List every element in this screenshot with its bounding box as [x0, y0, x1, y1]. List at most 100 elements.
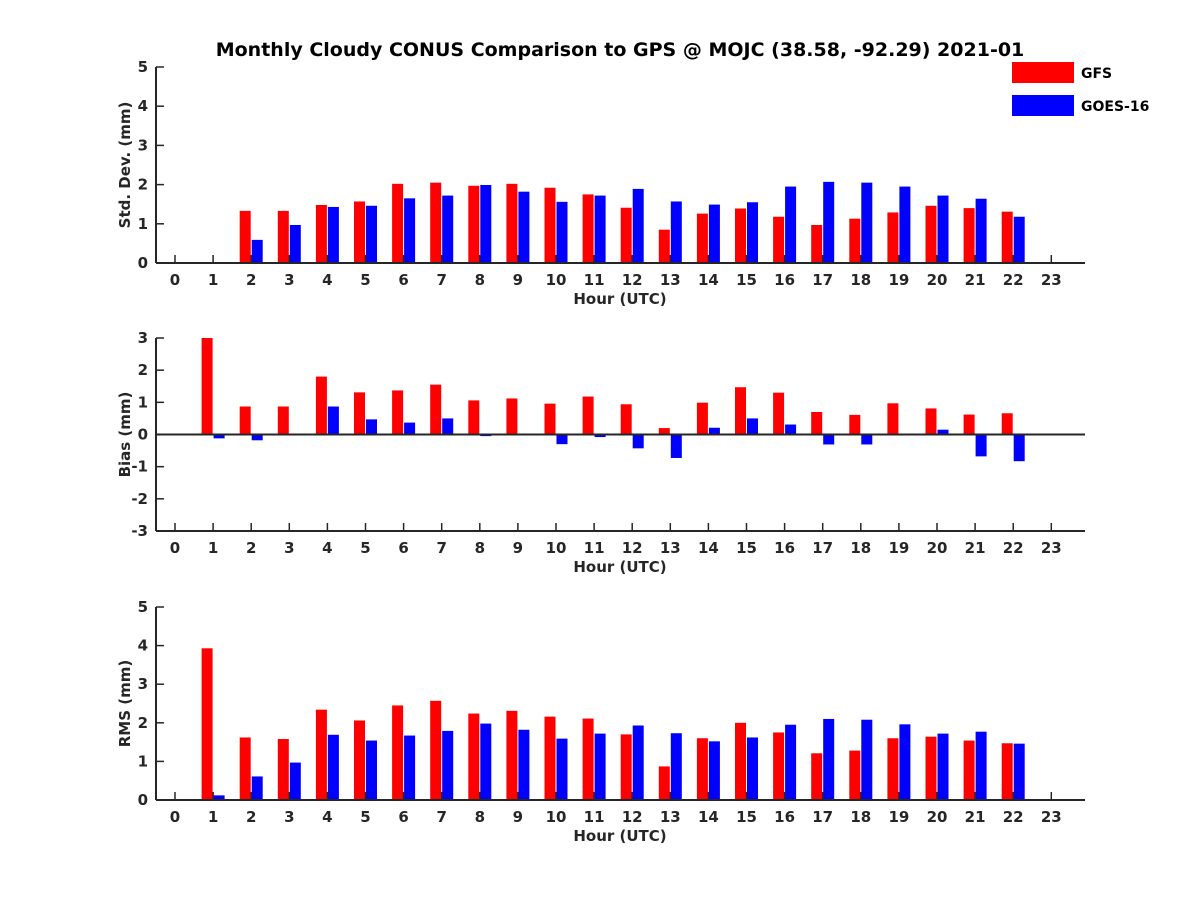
bar-gfs-rms-hour-6 — [392, 705, 404, 800]
x-tick-label-bias: 13 — [660, 539, 681, 557]
y-axis-title-stddev: Std. Dev. (mm) — [116, 102, 134, 229]
x-tick-label-bias: 23 — [1041, 539, 1062, 557]
x-tick-label-bias: 8 — [475, 539, 485, 557]
y-tick-label-bias: 3 — [138, 329, 148, 347]
x-tick-label-rms: 5 — [360, 808, 370, 826]
x-tick-label-rms: 6 — [398, 808, 408, 826]
bar-gfs-bias-hour-12 — [620, 404, 632, 435]
bar-goes16-stddev-hour-8 — [480, 184, 492, 263]
bar-goes16-stddev-hour-18 — [861, 182, 873, 263]
bar-gfs-rms-hour-17 — [811, 753, 823, 800]
bar-gfs-stddev-hour-7 — [430, 182, 442, 263]
x-tick-label-rms: 15 — [736, 808, 757, 826]
y-tick-label-bias: 2 — [138, 361, 148, 379]
bar-goes16-bias-hour-10 — [556, 434, 568, 445]
bar-goes16-bias-hour-7 — [442, 418, 454, 435]
x-tick-label-rms: 4 — [322, 808, 332, 826]
x-tick-label-bias: 0 — [170, 539, 180, 557]
x-tick-label-rms: 14 — [698, 808, 719, 826]
bar-goes16-rms-hour-8 — [480, 723, 492, 800]
x-tick-label-stddev: 13 — [660, 271, 681, 289]
bar-gfs-stddev-hour-9 — [506, 183, 518, 263]
y-tick-label-rms: 2 — [138, 714, 148, 732]
x-tick-label-stddev: 4 — [322, 271, 332, 289]
x-tick-label-rms: 13 — [660, 808, 681, 826]
bar-gfs-bias-hour-21 — [963, 414, 975, 435]
bar-gfs-stddev-hour-10 — [544, 187, 556, 263]
x-tick-label-bias: 10 — [546, 539, 567, 557]
bar-gfs-bias-hour-22 — [1001, 413, 1013, 435]
bar-gfs-rms-hour-8 — [468, 713, 480, 800]
x-tick-label-bias: 12 — [622, 539, 643, 557]
x-tick-label-bias: 2 — [246, 539, 256, 557]
bar-goes16-rms-hour-1 — [213, 795, 225, 800]
bar-goes16-stddev-hour-20 — [937, 195, 949, 263]
bar-goes16-bias-hour-1 — [213, 434, 225, 439]
y-tick-label-stddev: 5 — [138, 58, 148, 76]
bar-gfs-rms-hour-2 — [239, 737, 251, 800]
bar-goes16-rms-hour-22 — [1013, 743, 1025, 800]
bar-goes16-rms-hour-6 — [404, 735, 416, 800]
bar-goes16-rms-hour-13 — [670, 733, 682, 800]
y-axis-title-rms: RMS (mm) — [116, 660, 134, 747]
bar-goes16-rms-hour-4 — [327, 734, 339, 800]
bar-goes16-stddev-hour-3 — [289, 224, 301, 263]
bar-gfs-bias-hour-14 — [696, 402, 708, 435]
bar-goes16-stddev-hour-12 — [632, 188, 644, 263]
bar-gfs-bias-hour-8 — [468, 400, 480, 435]
x-tick-label-bias: 6 — [398, 539, 408, 557]
bar-goes16-bias-hour-20 — [937, 429, 949, 435]
x-tick-label-rms: 10 — [546, 808, 567, 826]
bar-gfs-rms-hour-20 — [925, 736, 937, 800]
bar-gfs-stddev-hour-12 — [620, 207, 632, 263]
bar-goes16-rms-hour-9 — [518, 729, 530, 800]
bar-gfs-stddev-hour-6 — [392, 183, 404, 263]
bar-gfs-bias-hour-20 — [925, 408, 937, 435]
bar-goes16-rms-hour-12 — [632, 725, 644, 800]
x-tick-label-rms: 3 — [284, 808, 294, 826]
bar-gfs-bias-hour-19 — [887, 403, 899, 435]
bar-gfs-stddev-hour-20 — [925, 205, 937, 263]
x-tick-label-rms: 16 — [774, 808, 795, 826]
bar-gfs-stddev-hour-19 — [887, 212, 899, 263]
x-tick-label-stddev: 12 — [622, 271, 643, 289]
bar-gfs-bias-hour-9 — [506, 398, 518, 435]
bar-gfs-bias-hour-15 — [735, 387, 746, 435]
bar-gfs-stddev-hour-8 — [468, 185, 480, 263]
x-tick-label-rms: 11 — [584, 808, 605, 826]
y-tick-label-bias: 0 — [138, 426, 148, 444]
bar-goes16-bias-hour-15 — [747, 418, 758, 435]
bar-gfs-stddev-hour-11 — [582, 194, 594, 263]
bar-goes16-stddev-hour-17 — [823, 181, 835, 263]
bar-gfs-bias-hour-3 — [277, 406, 289, 435]
y-axis-title-bias: Bias (mm) — [116, 392, 134, 478]
x-tick-label-stddev: 3 — [284, 271, 294, 289]
y-tick-label-bias: -3 — [131, 522, 148, 540]
bar-goes16-bias-hour-22 — [1013, 434, 1025, 462]
x-axis-title-stddev: Hour (UTC) — [573, 290, 666, 308]
x-tick-label-stddev: 21 — [965, 271, 986, 289]
bar-goes16-bias-hour-11 — [594, 434, 606, 438]
x-tick-label-bias: 18 — [850, 539, 871, 557]
x-tick-label-stddev: 5 — [360, 271, 370, 289]
bar-gfs-bias-hour-16 — [773, 392, 785, 435]
bar-gfs-stddev-hour-17 — [811, 224, 823, 263]
x-tick-label-stddev: 19 — [888, 271, 909, 289]
x-tick-label-bias: 3 — [284, 539, 294, 557]
x-tick-label-bias: 14 — [698, 539, 719, 557]
bar-gfs-bias-hour-2 — [239, 406, 251, 435]
bar-goes16-stddev-hour-4 — [327, 206, 339, 263]
bar-gfs-rms-hour-13 — [658, 766, 670, 800]
bar-gfs-stddev-hour-15 — [735, 208, 746, 263]
bar-goes16-stddev-hour-9 — [518, 191, 530, 263]
bar-goes16-stddev-hour-14 — [708, 204, 720, 263]
x-tick-label-stddev: 2 — [246, 271, 256, 289]
y-tick-label-bias: -1 — [131, 458, 148, 476]
bar-goes16-bias-hour-18 — [861, 434, 873, 445]
x-tick-label-bias: 9 — [513, 539, 523, 557]
bar-gfs-rms-hour-9 — [506, 710, 518, 800]
bar-goes16-stddev-hour-5 — [366, 205, 377, 263]
bar-gfs-bias-hour-5 — [354, 392, 365, 435]
y-tick-label-rms: 1 — [138, 752, 148, 770]
